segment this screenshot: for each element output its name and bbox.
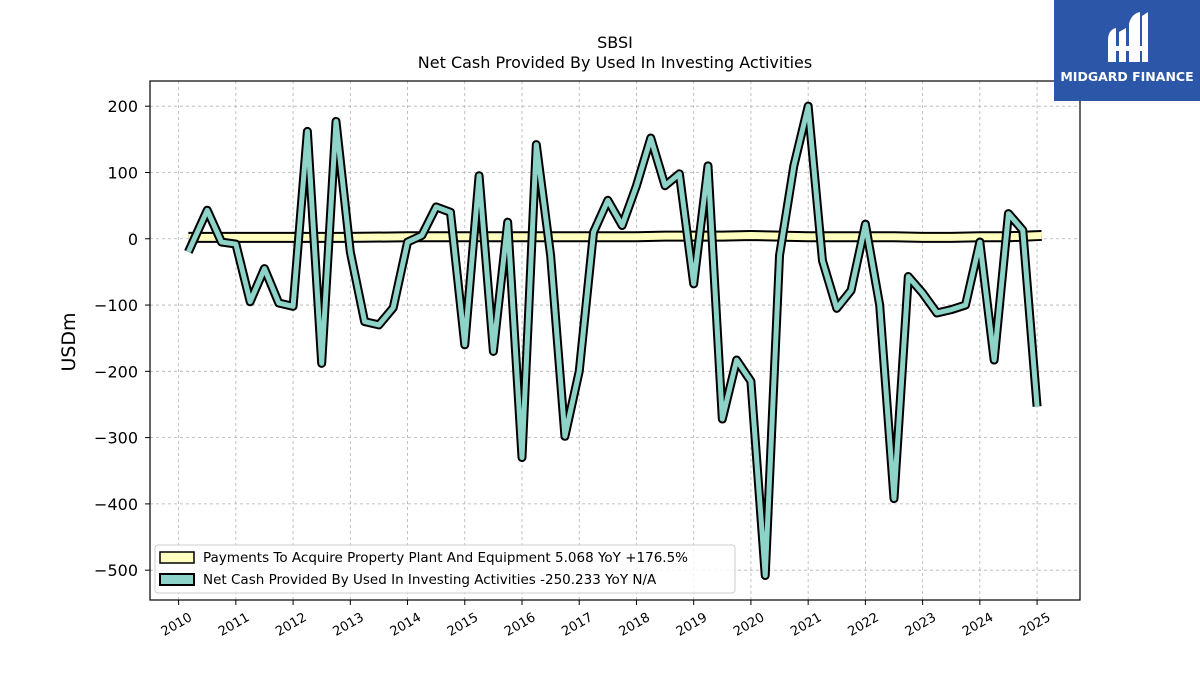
legend-swatch-net-cash	[159, 573, 195, 586]
y-tick-label: −400	[94, 495, 138, 514]
legend-box	[154, 544, 736, 594]
plot-area	[184, 101, 1042, 580]
series-net-cash-line	[186, 103, 1040, 578]
logo-text: MIDGARD FINANCE	[1060, 69, 1193, 84]
y-tick-label: 100	[107, 163, 138, 182]
logo-mark-icon	[1108, 12, 1148, 62]
y-tick-label: 200	[107, 97, 138, 116]
chart-subtitle: Net Cash Provided By Used In Investing A…	[418, 53, 812, 72]
y-tick-label: −200	[94, 362, 138, 381]
y-tick-label: −500	[94, 561, 138, 580]
y-axis-label: USDm	[58, 312, 80, 371]
y-tick-label: 0	[128, 230, 138, 249]
brand-logo: MIDGARD FINANCE	[1054, 0, 1200, 101]
legend-label-capex: Payments To Acquire Property Plant And E…	[203, 550, 688, 566]
legend-swatch-capex	[159, 551, 195, 564]
chart-title: SBSI	[597, 33, 633, 52]
legend: Payments To Acquire Property Plant And E…	[154, 544, 736, 594]
y-tick-label: −100	[94, 296, 138, 315]
axes-frame	[149, 80, 1081, 601]
legend-label-net-cash: Net Cash Provided By Used In Investing A…	[203, 572, 657, 588]
y-axis-ticks: 200 100 0 −100 −200 −300 −400 −500	[94, 97, 150, 580]
y-tick-label: −300	[94, 429, 138, 448]
